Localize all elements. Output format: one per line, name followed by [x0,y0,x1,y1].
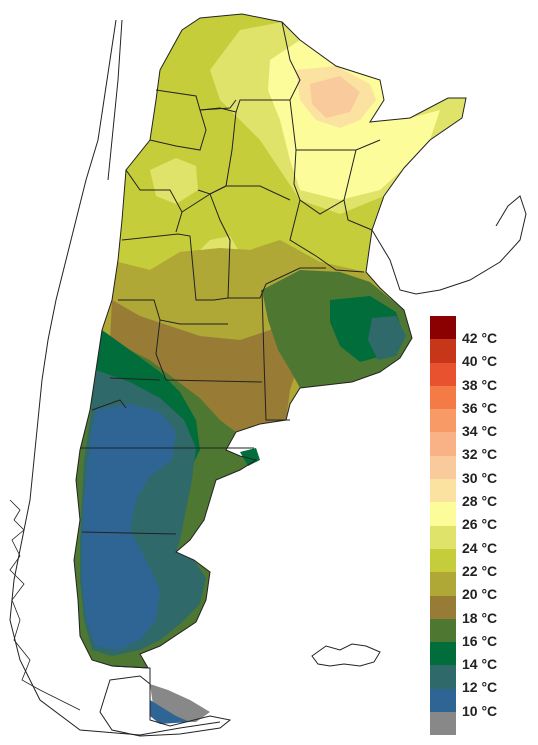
zone-12-fuego [150,700,190,724]
legend-label: 22 °C [462,562,498,579]
province-border-11 [121,233,229,301]
legend-swatch [430,362,456,386]
legend-swatch [430,339,456,363]
chile-coastline [9,19,221,736]
province-border-7 [289,199,365,273]
legend-label: 18 °C [462,609,498,626]
legend-swatch [430,385,456,410]
legend-swatch [430,712,456,736]
legend-row: 28 °C [430,479,530,509]
zone-20 [110,300,300,432]
temperature-legend: 42 °C 40 °C 38 °C 36 °C 34 °C 32 °C 30 °C 28 °C… [430,316,530,736]
legend-label: 12 °C [462,679,498,696]
uruguay-outline [371,195,527,295]
legend-row: 24 °C [430,525,530,556]
legend-row: 36 °C [430,385,530,416]
province-border-17 [109,377,161,381]
chile-inner-line [107,19,123,181]
legend-row [430,712,530,736]
legend-label: 30 °C [462,469,498,486]
legend-row: 30 °C [430,455,530,486]
legend-label: 38 °C [462,376,498,393]
zone-16-valdes [240,448,260,466]
zone-26-west [150,158,198,204]
province-border-3 [199,99,237,111]
chile-fjords [9,499,81,711]
province-border-18 [91,399,127,411]
malvinas-islands [311,643,381,667]
legend-row: 22 °C [430,548,530,579]
legend-row: 12 °C [430,665,530,695]
legend-row: 34 °C [430,409,530,439]
province-border-2 [149,89,207,151]
province-border-15 [261,289,290,421]
legend-swatch [430,502,456,526]
legend-label: 26 °C [462,516,498,533]
legend-swatch [430,572,456,596]
legend-label: 36 °C [462,399,498,416]
legend-swatch [430,525,456,549]
legend-swatch [430,665,456,689]
legend-row: 18 °C [430,595,530,626]
legend-swatch [430,409,456,433]
legend-label: 42 °C [462,330,498,346]
legend-row: 38 °C [430,362,530,393]
legend-swatch [430,642,456,666]
legend-swatch [430,432,456,456]
province-border-13 [228,267,326,299]
legend-label: 14 °C [462,656,498,673]
zone-12-patagonia [82,404,176,650]
legend-row: 16 °C [430,618,530,649]
legend-label: 40 °C [462,353,498,370]
legend-row: 20 °C [430,572,530,602]
legend-row: 40 °C [430,339,530,369]
legend-swatch [430,548,456,573]
legend-label: 32 °C [462,446,498,463]
legend-label: 28 °C [462,493,498,510]
legend-swatch [430,688,456,713]
temperature-zones [74,14,466,724]
legend-swatch [430,595,456,619]
legend-label: 20 °C [462,586,498,603]
legend-label: 10 °C [462,702,498,719]
legend-swatch [430,618,456,643]
province-border-20 [81,531,177,535]
province-border-16 [155,319,263,383]
legend-row: 32 °C [430,432,530,462]
province-border-12 [209,193,231,299]
legend-swatch [430,455,456,480]
province-border-10 [181,185,291,213]
province-border-8 [343,199,373,231]
legend-row: 26 °C [430,502,530,532]
province-border-0 [73,13,467,669]
province-border-4 [289,99,381,215]
legend-row: 42 °C [430,316,530,346]
legend-label: 24 °C [462,539,498,556]
legend-rows: 42 °C 40 °C 38 °C 36 °C 34 °C 32 °C 30 °C 28 °C… [430,316,530,736]
legend-row: 14 °C [430,642,530,672]
province-borders [73,13,467,720]
province-border-21 [111,665,151,720]
zone-14-coast [368,316,406,360]
zone-22 [112,240,380,340]
legend-swatch [430,479,456,503]
zone-32 [310,76,360,118]
legend-swatch [430,316,456,340]
legend-label: 34 °C [462,423,498,440]
legend-label: 16 °C [462,632,498,649]
legend-row: 10 °C [430,688,530,719]
province-border-9 [125,169,183,233]
tierra-del-fuego-outline [99,675,232,737]
